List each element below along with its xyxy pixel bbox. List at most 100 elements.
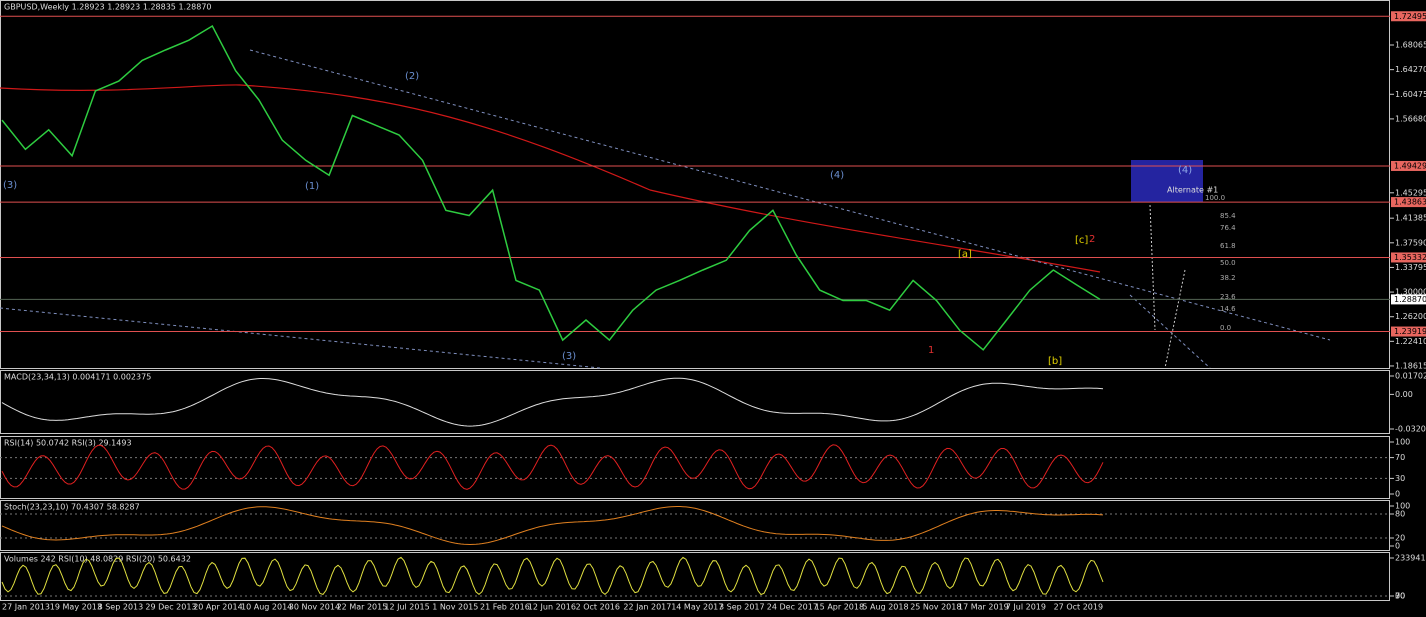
fib-label: 76.4 (1220, 224, 1236, 232)
level-tag (1391, 326, 1426, 337)
price-label: 1.37590 (1395, 238, 1426, 247)
level-tag (1391, 197, 1426, 208)
fib-label: 61.8 (1220, 242, 1236, 250)
alternate-box (1131, 160, 1203, 202)
fib-label: 50.0 (1220, 259, 1236, 267)
indicator-title: RSI(14) 50.0742 RSI(3) 29.1493 (4, 439, 132, 448)
indicator-axis-label: 0.017025 (1395, 372, 1426, 381)
level-label: 1.23919 (1394, 327, 1426, 336)
level-label: 1.43863 (1394, 198, 1426, 207)
indicator-axis-label: 20 (1395, 534, 1405, 543)
price-label: 1.60475 (1395, 90, 1426, 99)
date-label: 5 Aug 2018 (862, 603, 908, 612)
wave-label: [b] (1048, 356, 1062, 367)
date-label: 12 Jun 2016 (528, 603, 576, 612)
date-label: 27 Oct 2019 (1054, 603, 1103, 612)
price-label: 1.33795 (1395, 263, 1426, 272)
date-label: 12 Jul 2015 (384, 603, 429, 612)
price-label: 1.18615 (1395, 361, 1426, 370)
fib-label: 38.2 (1220, 274, 1236, 282)
price-line (1, 24, 1101, 351)
date-label: 27 Jan 2013 (2, 603, 50, 612)
date-label: 24 Dec 2017 (767, 603, 818, 612)
indicator-axis-label: 30 (1395, 591, 1405, 600)
date-label: 14 May 2017 (671, 603, 723, 612)
panel-frames (0, 0, 1390, 601)
indicator-title: MACD(23,34,13) 0.004171 0.002375 (4, 373, 151, 382)
wave-label: (1) (305, 181, 319, 192)
wave-label: 2 (1089, 234, 1095, 245)
date-label: 22 Jan 2017 (623, 603, 671, 612)
indicator-title: Volumes 242 RSI(10) 48.0829 RSI(20) 50.6… (4, 555, 191, 564)
wave-label: Alternate #1 (1167, 186, 1218, 195)
level-tag (1391, 160, 1426, 171)
price-label: 1.68065 (1395, 41, 1426, 50)
wave-label: (3) (562, 351, 576, 362)
level-tag (1391, 11, 1426, 22)
level-label: 1.35332 (1394, 253, 1426, 262)
indicator-axis-label: 100 (1395, 438, 1410, 447)
wave-label: (4) (830, 170, 844, 181)
date-label: 2 Oct 2016 (576, 603, 620, 612)
date-label: 3 Sep 2017 (719, 603, 765, 612)
current-tag (1391, 294, 1426, 305)
indicator-axis-label: 0.00 (1395, 390, 1413, 399)
date-label: 17 Mar 2019 (958, 603, 1009, 612)
indicator-axis-label: 30 (1395, 474, 1405, 483)
price-label: 1.22410 (1395, 337, 1426, 346)
wave-label: (2) (405, 71, 419, 82)
macd-frame (0, 370, 1390, 434)
date-label: 29 Dec 2013 (145, 603, 196, 612)
indicator-axis-label: 70 (1395, 591, 1405, 600)
fib-label: 0.0 (1220, 324, 1231, 332)
volume-frame (0, 552, 1390, 601)
level-label: 1.72495 (1394, 12, 1426, 21)
fib-label: 85.4 (1220, 212, 1236, 220)
wave-label: (4) (1178, 165, 1192, 176)
date-label: 15 Apr 2018 (815, 603, 864, 612)
price-label: 1.45295 (1395, 188, 1426, 197)
fib-label: 23.6 (1220, 293, 1236, 301)
moving-average (0, 84, 1101, 273)
indicator-axis-label: 0 (1395, 490, 1400, 499)
date-label: 19 May 2013 (50, 603, 102, 612)
wave-label: 1 (928, 345, 934, 356)
price-label: 1.26200 (1395, 312, 1426, 321)
date-label: 22 Mar 2015 (337, 603, 388, 612)
date-label: 25 Nov 2018 (910, 603, 961, 612)
fib-label: 14.6 (1220, 305, 1236, 313)
indicator-axis-label: 0 (1395, 592, 1400, 601)
wave-label: (3) (3, 180, 17, 191)
date-label: 8 Sep 2013 (98, 603, 144, 612)
price-label: 1.64270 (1395, 65, 1426, 74)
indicator-title: Stoch(23,23,10) 70.4307 58.8287 (4, 503, 140, 512)
price-label: 1.56680 (1395, 114, 1426, 123)
price-label: 1.30000 (1395, 288, 1426, 297)
indicator-axis-label: 0 (1395, 542, 1400, 551)
current-label: 1.28870 (1394, 295, 1426, 304)
wave-label: [a] (958, 249, 972, 260)
indicator-axis-label: 2339415 (1395, 554, 1426, 563)
date-label: 20 Apr 2014 (193, 603, 242, 612)
indicator-axis-label: 80 (1395, 510, 1405, 519)
chart-header: GBPUSD,Weekly 1.28923 1.28923 1.28835 1.… (4, 3, 212, 12)
indicator-trace (1, 506, 1104, 546)
indicator-trace (1, 377, 1104, 427)
indicator-trace (1, 444, 1104, 490)
date-label: 10 Aug 2014 (241, 603, 292, 612)
main-frame (0, 0, 1390, 369)
fib-line (1149, 204, 1186, 369)
rsi-frame (0, 436, 1390, 499)
wave-label: [c] (1075, 235, 1088, 246)
indicator-axis-label: 70 (1395, 453, 1405, 462)
indicator-trace (1, 556, 1104, 596)
date-label: 21 Feb 2016 (480, 603, 530, 612)
level-tag (1391, 252, 1426, 263)
stoch-frame (0, 500, 1390, 551)
indicator-axis-label: 100 (1395, 502, 1410, 511)
date-label: 1 Nov 2015 (432, 603, 478, 612)
date-label: 7 Jul 2019 (1006, 603, 1046, 612)
indicator-axis-label: -0.03203 (1395, 425, 1426, 434)
fib-label: 100.0 (1205, 194, 1225, 202)
